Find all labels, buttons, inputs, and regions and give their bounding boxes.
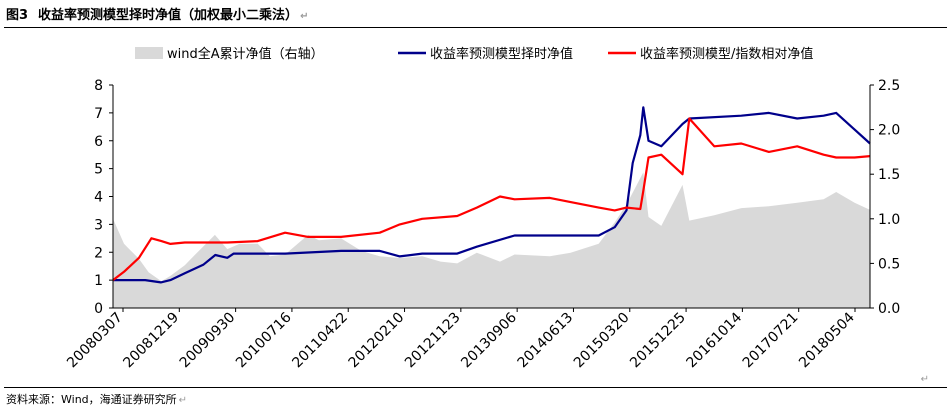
- y-right-tick-label: 1.0: [878, 212, 900, 228]
- figure-title: 图3 收益率预测模型择时净值（加权最小二乘法） ↵: [6, 4, 308, 23]
- area-layer: [113, 172, 870, 308]
- x-tick-label: 20140613: [515, 310, 577, 372]
- x-tick-label: 20150320: [571, 310, 633, 372]
- y-left-tick-label: 6: [94, 134, 103, 150]
- y-left-tick-label: 1: [94, 273, 103, 289]
- paragraph-mark-icon: ↵: [920, 374, 929, 385]
- x-tick-label: 20120210: [346, 309, 408, 371]
- y-left-tick-label: 0: [94, 301, 103, 317]
- legend-label: 收益率预测模型择时净值: [430, 46, 573, 62]
- x-tick-label: 20170721: [740, 310, 802, 372]
- y-right-tick-label: 0.0: [878, 301, 900, 317]
- legend-label: 收益率预测模型/指数相对净值: [640, 46, 813, 62]
- top-rule: [4, 27, 947, 28]
- y-left-tick-label: 8: [94, 78, 103, 94]
- y-left-tick-label: 4: [94, 190, 103, 206]
- x-tick-label: 20081219: [120, 310, 182, 372]
- x-tick-label: 20180504: [796, 309, 858, 371]
- series-line-2: [112, 117, 871, 281]
- paragraph-mark-icon: ↵: [178, 395, 188, 406]
- figure-number: 图3: [6, 8, 29, 23]
- x-tick-label: 20100716: [233, 309, 295, 371]
- x-tick-label: 20080307: [64, 310, 126, 372]
- chart-legend: wind全A累计净值（右轴） 收益率预测模型择时净值 收益率预测模型/指数相对净值: [135, 46, 813, 62]
- chart: wind全A累计净值（右轴） 收益率预测模型择时净值 收益率预测模型/指数相对净值 …: [64, 46, 900, 372]
- y-left-tick-label: 5: [94, 162, 103, 178]
- y-right-tick-label: 2.0: [878, 123, 900, 139]
- x-tick-label: 20121123: [402, 309, 464, 371]
- bottom-rule: [4, 387, 947, 388]
- figure-title-text: 收益率预测模型择时净值（加权最小二乘法）: [38, 8, 299, 23]
- source-text: 资料来源：Wind，海通证券研究所: [6, 393, 177, 406]
- series-line-1: [113, 106, 871, 284]
- x-tick-label: 20110422: [289, 309, 351, 371]
- y-right-tick-label: 1.5: [878, 167, 900, 183]
- x-tick-label: 20151225: [627, 310, 689, 372]
- x-tick-label: 20090930: [177, 310, 239, 372]
- y-right-tick-label: 2.5: [878, 78, 900, 94]
- x-tick-label: 20161014: [684, 309, 746, 371]
- y-left-tick-label: 7: [94, 106, 103, 122]
- y-left-tick-label: 3: [94, 217, 103, 233]
- legend-label: wind全A累计净值（右轴）: [167, 46, 324, 62]
- paragraph-mark-icon: ↵: [300, 11, 309, 22]
- y-left-tick-label: 2: [94, 245, 103, 261]
- source-note: 资料来源：Wind，海通证券研究所 ↵: [6, 391, 187, 407]
- x-tick-label: 20130906: [458, 309, 520, 371]
- series-area-wind-a: [113, 172, 870, 308]
- line-layer: [112, 106, 871, 284]
- y-right-tick-label: 0.5: [878, 256, 900, 272]
- legend-swatch-area: [135, 47, 163, 59]
